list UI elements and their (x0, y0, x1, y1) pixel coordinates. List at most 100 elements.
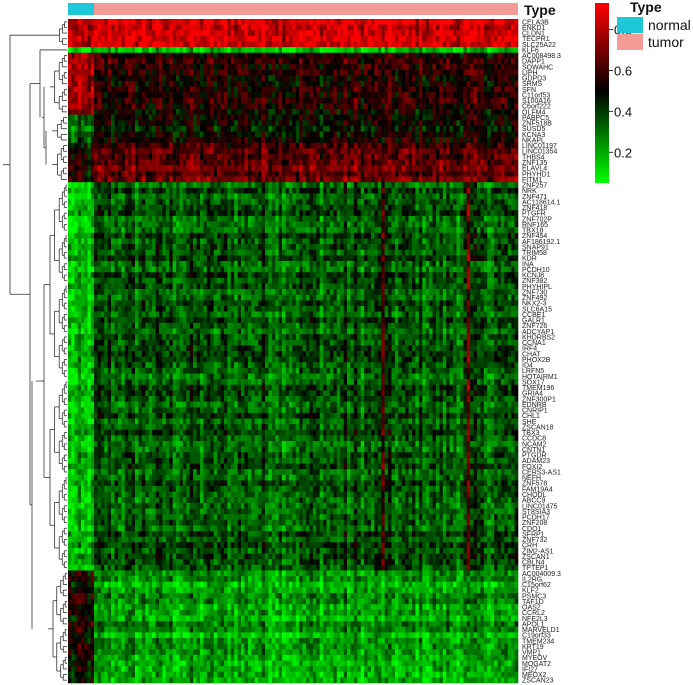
heatmap-cell (217, 92, 221, 99)
heatmap-cell (449, 204, 454, 211)
heatmap-cell (141, 114, 146, 121)
heatmap-cell (278, 182, 283, 189)
heatmap-cell (394, 131, 399, 138)
heatmap-cell (487, 47, 491, 54)
heatmap-cell (104, 103, 108, 110)
heatmap-cell (251, 170, 256, 177)
heatmap-cell (268, 35, 273, 42)
heatmap-cell (193, 165, 197, 172)
heatmap-cell (388, 47, 392, 54)
heatmap-cell (77, 182, 82, 189)
heatmap-cell (384, 58, 389, 65)
heatmap-cell (165, 41, 170, 48)
heatmap-cell (148, 58, 153, 65)
heatmap-cell (329, 47, 334, 54)
heatmap-cell (84, 204, 88, 211)
heatmap-cell (193, 170, 197, 177)
heatmap-cell (84, 24, 88, 31)
heatmap-cell (429, 109, 433, 115)
heatmap-cell (278, 64, 283, 70)
heatmap-cell (480, 41, 485, 48)
heatmap-cell (100, 103, 105, 110)
heatmap-cell (200, 97, 204, 104)
heatmap-cell (282, 142, 286, 149)
heatmap-cell (312, 30, 317, 37)
heatmap-cell (408, 35, 413, 42)
heatmap-cell (124, 52, 129, 59)
heatmap-cell (247, 131, 252, 138)
heatmap-cell (241, 154, 245, 160)
heatmap-cell (148, 187, 153, 194)
heatmap-cell (381, 103, 385, 110)
heatmap-cell (292, 154, 297, 160)
heatmap-cell (278, 103, 283, 110)
heatmap-cell (326, 47, 331, 54)
heatmap-cell (94, 125, 98, 132)
heatmap-cell (148, 103, 153, 110)
heatmap-cell (117, 210, 122, 217)
heatmap-cell (121, 103, 126, 110)
heatmap-cell (483, 148, 488, 155)
heatmap-cell (487, 86, 491, 93)
heatmap-cell (316, 154, 320, 160)
heatmap-cell (435, 204, 440, 211)
heatmap-cell (439, 103, 444, 110)
heatmap-cell (268, 24, 273, 31)
heatmap-cell (497, 120, 502, 127)
heatmap-cell (388, 210, 392, 217)
heatmap-cell (117, 137, 122, 144)
heatmap-cell (275, 24, 279, 31)
heatmap-cell (271, 64, 276, 70)
heatmap-cell (384, 210, 389, 217)
heatmap-cell (391, 204, 396, 211)
heatmap-cell (377, 176, 382, 183)
heatmap-cell (514, 69, 519, 76)
heatmap-cell (152, 193, 156, 200)
heatmap-cell (370, 52, 375, 59)
heatmap-cell (435, 176, 440, 183)
heatmap-cell (138, 35, 143, 42)
heatmap-cell (124, 80, 129, 87)
heatmap-cell (206, 103, 211, 110)
heatmap-cell (432, 159, 437, 166)
heatmap-cell (319, 182, 324, 189)
heatmap-cell (117, 120, 122, 127)
heatmap-cell (384, 80, 389, 87)
heatmap-cell (275, 103, 279, 110)
heatmap-cell (398, 120, 403, 127)
heatmap-cell (217, 30, 221, 37)
heatmap-cell (97, 137, 102, 144)
heatmap-cell (415, 114, 420, 121)
heatmap-cell (176, 86, 180, 93)
heatmap-cell (258, 80, 262, 87)
heatmap-cell (186, 137, 191, 144)
heatmap-cell (435, 154, 440, 160)
heatmap-cell (117, 114, 122, 121)
heatmap-cell (217, 103, 221, 110)
heatmap-cell (511, 176, 515, 183)
heatmap-cell (165, 131, 170, 138)
heatmap-cell (446, 80, 450, 87)
heatmap-cell (268, 103, 273, 110)
heatmap-cell (394, 103, 399, 110)
heatmap-cell (425, 97, 430, 104)
heatmap-cell (360, 64, 365, 70)
heatmap-cell (357, 199, 362, 205)
heatmap-cell (220, 58, 225, 65)
heatmap-cell (234, 148, 238, 155)
heatmap-cell (275, 52, 279, 59)
heatmap-cell (449, 80, 454, 87)
heatmap-cell (449, 148, 454, 155)
heatmap-cell (422, 24, 426, 31)
heatmap-cell (446, 86, 450, 93)
heatmap-cell (511, 109, 515, 115)
heatmap-cell (422, 182, 426, 189)
heatmap-cell (145, 103, 150, 110)
heatmap-cell (364, 182, 368, 189)
heatmap-cell (333, 210, 338, 217)
heatmap-cell (367, 176, 372, 183)
heatmap-cell (323, 199, 327, 205)
heatmap-cell (282, 52, 286, 59)
heatmap-cell (285, 170, 290, 177)
heatmap-cell (357, 97, 362, 104)
